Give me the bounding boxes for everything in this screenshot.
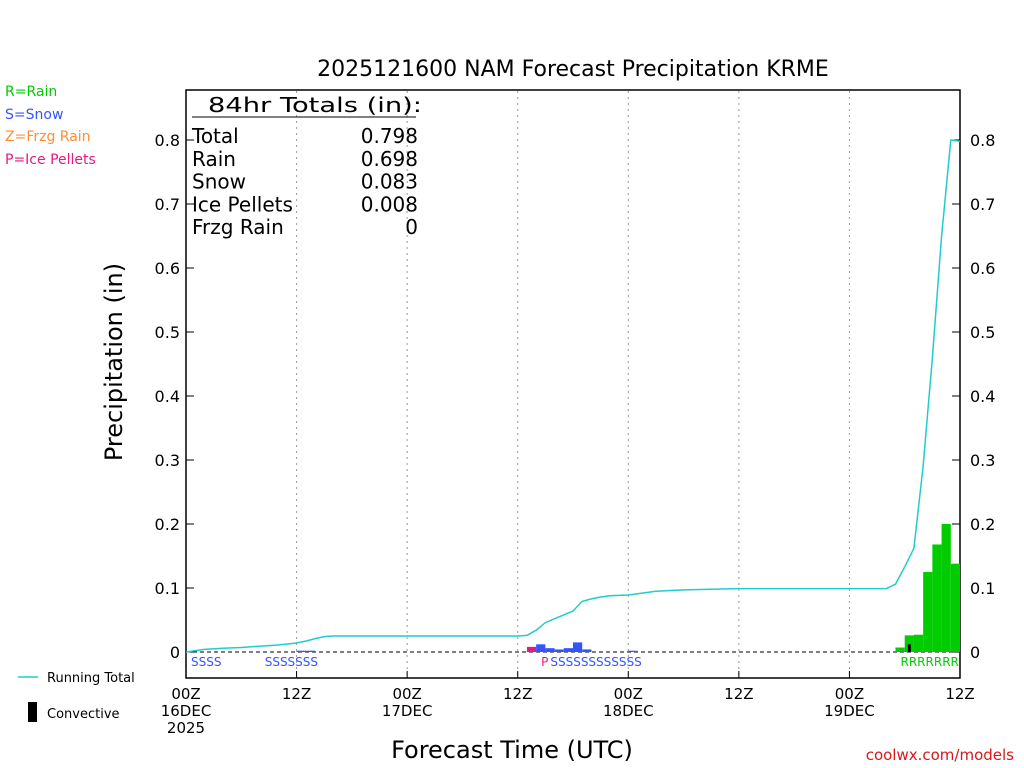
y-tick-label-left: 0.7 xyxy=(155,195,180,214)
y-tick-label-left: 0.2 xyxy=(155,515,180,534)
y-tick-label-left: 0.4 xyxy=(155,387,180,406)
totals-box: 84hr Totals (in): Total 0.798 Rain 0.698 Sno… xyxy=(191,93,422,239)
x-tick-label: 00Z xyxy=(392,685,421,703)
precip-bar xyxy=(305,650,315,652)
x-tick-label: 12Z xyxy=(724,685,753,703)
y-tick-label-left: 0.5 xyxy=(155,323,180,342)
precip-bar xyxy=(296,650,306,652)
y-tick-label-left: 0.6 xyxy=(155,259,180,278)
precip-bars xyxy=(296,524,960,652)
precip-bar xyxy=(563,648,573,652)
precip-type-strip-text: P xyxy=(541,655,548,669)
x-tick-label: 00Z xyxy=(835,685,864,703)
precip-type-strip-text: SSSS xyxy=(191,655,221,669)
legend-freezing-rain: Z=Frzg Rain xyxy=(5,129,91,145)
totals-row-value: 0.698 xyxy=(361,147,418,171)
totals-row-value: 0.798 xyxy=(361,124,418,148)
convective-bar xyxy=(907,644,911,652)
precip-bar xyxy=(545,648,555,652)
y-axis-label: Precipitation (in) xyxy=(100,263,128,461)
legend-snow: S=Snow xyxy=(5,107,63,123)
running-total-line xyxy=(185,139,961,653)
precip-type-strip-text: SSSSSSS xyxy=(265,655,318,669)
precip-type-strip: SSSS SSSSSSS P SSSSSSSSSSSS RRRRRRR xyxy=(191,655,959,669)
totals-row-label: Total xyxy=(191,124,239,148)
y-tick-label-right: 0.7 xyxy=(970,195,995,214)
y-tick-label-left: 0 xyxy=(170,643,180,662)
totals-row-label: Frzg Rain xyxy=(192,215,284,239)
legend-ice-pellets: P=Ice Pellets xyxy=(5,152,96,168)
legend-rain: R=Rain xyxy=(5,84,57,100)
grid-lines xyxy=(296,91,850,677)
precip-type-strip-text: SSSSSSSSSSSS xyxy=(550,655,641,669)
precip-bar xyxy=(526,646,537,652)
x-tick-label: 18DEC xyxy=(603,702,654,720)
convective-legend-label: Convective xyxy=(47,707,120,722)
totals-rows: Total 0.798 Rain 0.698 Snow 0.083 Ice Pellets 0… xyxy=(191,124,418,239)
y-tick-label-right: 0 xyxy=(970,643,980,662)
x-tick-label: 2025 xyxy=(167,719,205,737)
x-tick-label: 12Z xyxy=(945,685,974,703)
convective-swatch xyxy=(28,702,37,722)
precip-bar xyxy=(913,634,924,652)
precip-bar xyxy=(941,524,951,652)
precip-bar xyxy=(554,649,564,652)
chart-title: 2025121600 NAM Forecast Precipitation KR… xyxy=(317,57,829,82)
totals-heading: 84hr Totals (in): xyxy=(208,93,422,117)
totals-row-value: 0.083 xyxy=(361,170,418,194)
totals-row-label: Snow xyxy=(192,170,246,194)
y-tick-label-right: 0.3 xyxy=(970,451,995,470)
x-tick-label: 00Z xyxy=(614,685,643,703)
x-tick-label: 17DEC xyxy=(382,702,433,720)
type-legend: R=Rain S=Snow Z=Frzg Rain P=Ice Pellets xyxy=(5,84,96,168)
totals-row-value: 0.008 xyxy=(361,192,418,216)
x-tick-label: 12Z xyxy=(282,685,311,703)
totals-row-value: 0 xyxy=(405,215,418,239)
y-tick-label-right: 0.4 xyxy=(970,387,995,406)
y-tick-label-right: 0.6 xyxy=(970,259,995,278)
y-tick-label-left: 0.1 xyxy=(155,579,180,598)
y-tick-label-left: 0.3 xyxy=(155,451,180,470)
y-tick-label-right: 0.5 xyxy=(970,323,995,342)
running-total-legend-label: Running Total xyxy=(47,671,135,686)
precip-bar xyxy=(582,649,592,652)
x-tick-label: 00Z xyxy=(171,685,200,703)
precip-bar xyxy=(895,647,905,652)
plot-frame xyxy=(185,89,961,679)
x-tick-label: 12Z xyxy=(503,685,532,703)
y-tick-label-right: 0.1 xyxy=(970,579,995,598)
precip-bar xyxy=(950,563,960,652)
precip-bar xyxy=(628,650,638,652)
y-tick-label-left: 0.8 xyxy=(155,131,180,150)
y-axis-ticks: 0 0 0.1 0.1 0.2 0.2 0.3 0.3 0.4 0.4 0.5 0.5 0.6 0.6 0.… xyxy=(155,131,996,662)
convective-bars xyxy=(907,644,911,652)
credit-text: coolwx.com/models xyxy=(866,746,1014,764)
precip-bar xyxy=(573,642,583,652)
precip-bar xyxy=(536,644,546,652)
precip-bar xyxy=(923,572,933,652)
x-tick-label: 16DEC xyxy=(161,702,212,720)
y-tick-label-right: 0.2 xyxy=(970,515,995,534)
precip-bar xyxy=(932,544,942,652)
precip-bar xyxy=(904,635,914,652)
x-axis-label: Forecast Time (UTC) xyxy=(391,736,633,764)
totals-row-label: Ice Pellets xyxy=(192,192,293,216)
y-tick-label-right: 0.8 xyxy=(970,131,995,150)
precip-type-strip-text: RRRRRRR xyxy=(901,655,959,669)
line-legend: Running Total Convective xyxy=(18,671,135,722)
totals-row-label: Rain xyxy=(192,147,236,171)
plot-area: 0 0 0.1 0.1 0.2 0.2 0.3 0.3 0.4 0.4 0.5 0.5 0.6 0.6 0.… xyxy=(155,89,996,737)
x-tick-label: 19DEC xyxy=(824,702,875,720)
